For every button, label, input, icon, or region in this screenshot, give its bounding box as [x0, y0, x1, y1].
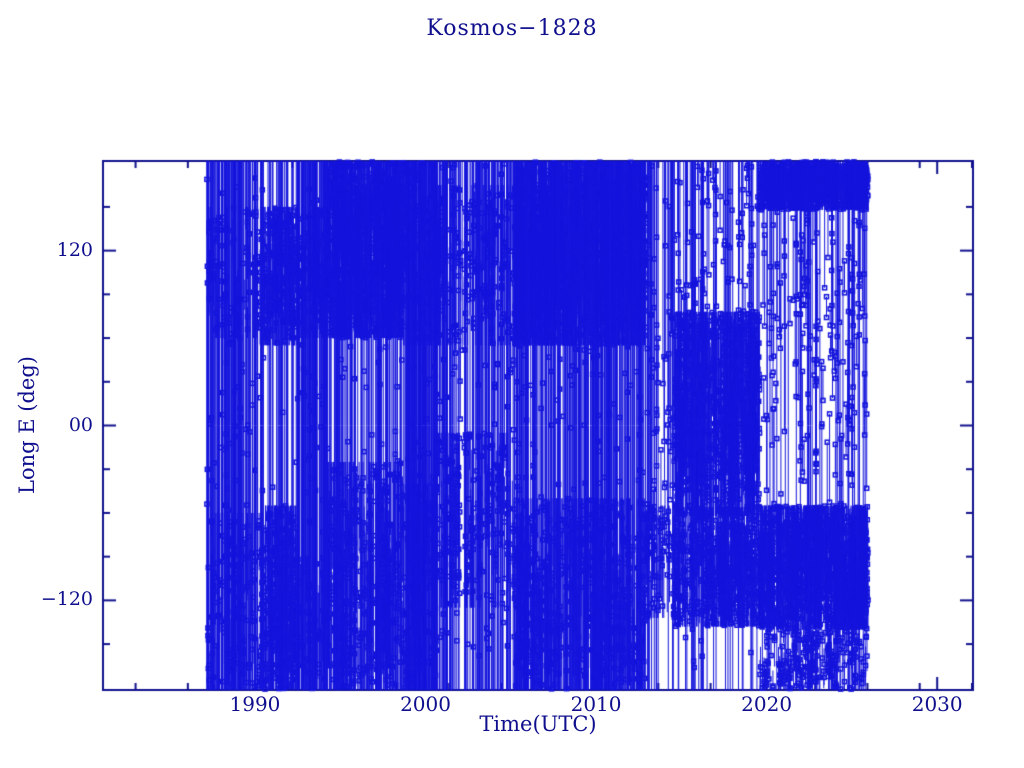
x-tick-label: 1990: [229, 692, 281, 716]
y-tick-label: 120: [56, 238, 93, 261]
x-tick-label: 2020: [741, 692, 793, 716]
y-tick-label: −120: [40, 588, 93, 611]
y-tick-label: 00: [68, 413, 93, 436]
x-axis-label: Time(UTC): [479, 712, 597, 736]
x-tick-label: 2030: [911, 692, 963, 716]
x-tick-label: 2000: [400, 692, 451, 716]
x-tick-label: 2010: [570, 692, 622, 716]
chart-title: Kosmos−1828: [426, 16, 598, 41]
